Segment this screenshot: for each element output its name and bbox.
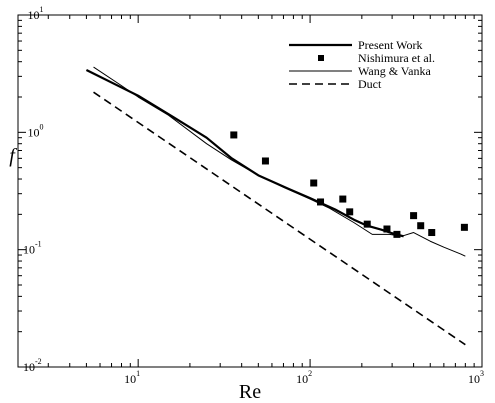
y-tick-label: 10 1 xyxy=(28,5,44,22)
series-nishimura-et-al xyxy=(230,131,468,238)
legend-label: Present Work xyxy=(358,38,422,52)
x-tick-label: 10 3 xyxy=(468,369,484,386)
plot-frame xyxy=(17,14,483,368)
data-point xyxy=(417,222,425,230)
x-tick-label: 10 2 xyxy=(296,369,312,386)
legend-entry: Present Work xyxy=(289,38,422,52)
data-point xyxy=(383,225,391,233)
x-tick-exponent: 1 xyxy=(136,369,140,378)
x-axis-ticks: 10 1 10 2 10 3 xyxy=(17,15,484,386)
data-point xyxy=(410,212,418,220)
data-point xyxy=(363,220,371,228)
y-tick-base: 10 xyxy=(23,243,35,257)
data-point xyxy=(339,195,347,203)
x-tick-exponent: 2 xyxy=(308,369,312,378)
data-point xyxy=(310,179,318,187)
data-point xyxy=(346,208,354,216)
x-tick-base: 10 xyxy=(468,372,480,386)
legend-entry: Duct xyxy=(289,77,382,91)
series-line-present-work xyxy=(85,68,404,238)
y-tick-exponent: -2 xyxy=(35,357,42,366)
data-point xyxy=(460,223,468,231)
data-point xyxy=(428,229,436,237)
x-axis-label: Re xyxy=(239,381,261,403)
y-tick-label: 10 -1 xyxy=(23,240,42,257)
y-axis-label: f xyxy=(9,145,17,167)
legend-label: Nishimura et al. xyxy=(358,51,435,65)
y-tick-base: 10 xyxy=(28,8,40,22)
y-tick-base: 10 xyxy=(23,360,35,374)
y-tick-label: 10 -2 xyxy=(23,357,42,374)
x-tick-base: 10 xyxy=(296,372,308,386)
y-tick-exponent: -1 xyxy=(35,240,42,249)
y-tick-exponent: 1 xyxy=(40,5,44,14)
x-tick-label: 10 1 xyxy=(124,369,140,386)
data-point xyxy=(230,131,238,139)
series-layer xyxy=(85,66,468,346)
data-point xyxy=(393,230,401,238)
x-tick-exponent: 3 xyxy=(480,369,484,378)
legend-entry: Wang & Vanka xyxy=(289,64,431,78)
x-tick-base: 10 xyxy=(124,372,136,386)
y-tick-label: 10 0 xyxy=(28,122,44,139)
legend-entry: Nishimura et al. xyxy=(318,51,435,65)
series-line-wang-vanka xyxy=(93,66,466,257)
legend-label: Duct xyxy=(358,77,382,91)
series-line-duct xyxy=(93,91,466,346)
legend-marker xyxy=(318,55,324,61)
data-point xyxy=(317,198,325,206)
data-point xyxy=(261,157,269,165)
legend-label: Wang & Vanka xyxy=(358,64,431,78)
y-tick-exponent: 0 xyxy=(40,122,44,131)
y-tick-base: 10 xyxy=(28,125,40,139)
